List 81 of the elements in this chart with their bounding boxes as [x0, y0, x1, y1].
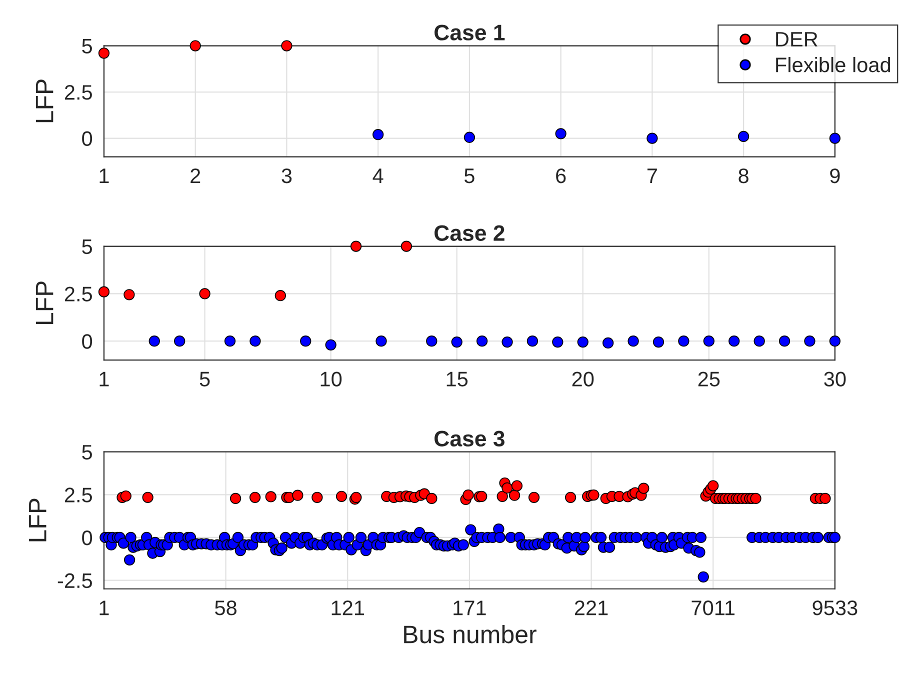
- y-tick-label: -2.5: [58, 573, 92, 588]
- x-tick-label: 6: [556, 168, 566, 184]
- point: [400, 240, 412, 252]
- point: [628, 336, 639, 347]
- point: [476, 336, 488, 347]
- point: [148, 336, 160, 347]
- point: [526, 336, 538, 347]
- x-tick-label: 7011: [692, 600, 734, 616]
- y-axis-title: LFP: [29, 498, 46, 542]
- point: [250, 336, 261, 347]
- point: [174, 336, 186, 347]
- point: [199, 288, 210, 300]
- y-tick-label: 5: [82, 38, 92, 54]
- y-tick-label: 0: [82, 530, 92, 546]
- chart-title: Case 1: [434, 24, 505, 40]
- x-tick-label: 3: [282, 168, 292, 184]
- point: [451, 336, 462, 348]
- x-tick-label: 25: [698, 372, 720, 386]
- point: [738, 130, 750, 142]
- point: [778, 336, 790, 347]
- point: [678, 336, 690, 347]
- point: [804, 336, 816, 347]
- x-tick-label: 121: [332, 600, 364, 616]
- point: [552, 336, 564, 348]
- y-axis-title: LFP: [36, 282, 54, 324]
- point: [98, 48, 110, 59]
- x-tick-label: 171: [454, 600, 486, 616]
- point: [300, 336, 312, 347]
- point: [426, 336, 438, 347]
- x-tick-label: 9533: [812, 600, 858, 616]
- point: [464, 132, 476, 143]
- x-tick-label: 4: [372, 168, 384, 184]
- point: [703, 336, 714, 347]
- y-tick-label: 5: [82, 445, 92, 460]
- point: [124, 289, 135, 300]
- x-tick-label: 1: [100, 600, 109, 616]
- point: [98, 286, 110, 298]
- x-tick-label: 30: [824, 372, 846, 386]
- x-tick-label: 10: [320, 372, 342, 386]
- y-tick-label: 2.5: [64, 85, 92, 100]
- point: [350, 240, 362, 252]
- chart-title: Case 2: [434, 225, 504, 241]
- point: [646, 132, 658, 144]
- point: [376, 336, 387, 347]
- x-tick-label: 1: [100, 168, 109, 184]
- x-axis-title: Bus number: [404, 624, 536, 644]
- legend-label: DER: [776, 32, 818, 46]
- y-tick-label: 0: [82, 334, 92, 349]
- x-tick-label: 9: [830, 168, 840, 184]
- y-tick-label: 2.5: [64, 286, 92, 302]
- point: [372, 129, 384, 140]
- point: [577, 336, 588, 348]
- legend-label: Flexible load: [776, 57, 890, 72]
- x-tick-label: 5: [464, 168, 474, 184]
- x-tick-label: 15: [446, 372, 468, 386]
- point: [224, 336, 236, 347]
- x-tick-label: 5: [200, 372, 210, 386]
- x-tick-label: 1: [100, 372, 109, 386]
- point: [652, 336, 664, 348]
- point: [555, 128, 566, 140]
- point: [325, 339, 336, 350]
- x-tick-label: 221: [574, 600, 608, 616]
- y-tick-label: 5: [82, 240, 92, 254]
- point: [829, 132, 841, 144]
- point: [281, 40, 292, 52]
- point: [754, 336, 765, 347]
- x-tick-label: 8: [738, 168, 748, 184]
- y-tick-label: 0: [82, 131, 92, 146]
- point: [274, 290, 286, 302]
- x-tick-label: 20: [572, 372, 594, 386]
- x-tick-label: 7: [647, 168, 657, 184]
- chart-title: Case 3: [434, 430, 504, 447]
- point: [728, 336, 740, 347]
- point: [502, 336, 513, 348]
- point: [602, 337, 614, 349]
- x-tick-label: 58: [215, 600, 236, 616]
- y-axis-title: LFP: [36, 80, 54, 122]
- y-tick-label: 2.5: [64, 488, 92, 502]
- point: [829, 336, 841, 347]
- point: [190, 40, 201, 52]
- x-tick-label: 2: [190, 168, 200, 184]
